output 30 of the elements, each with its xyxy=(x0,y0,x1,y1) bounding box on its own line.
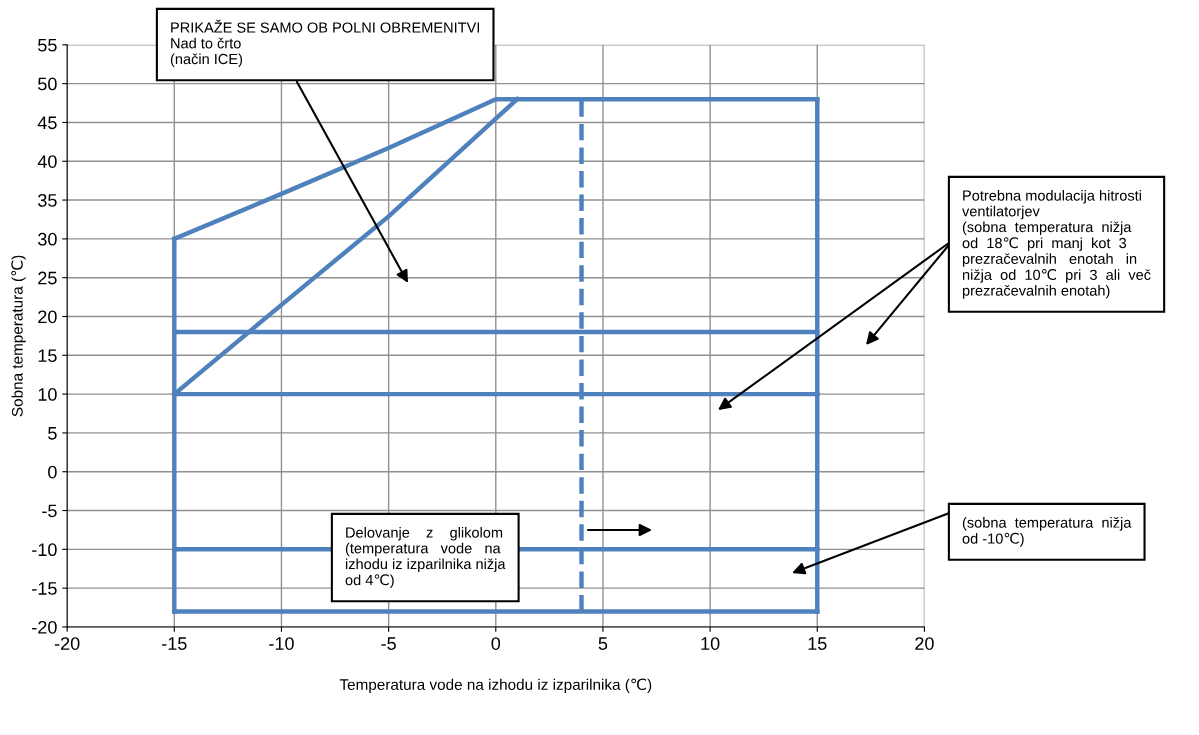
x-axis-title: Temperatura vode na izhodu iz izparilnika (℃) xyxy=(339,678,652,694)
x-tick-label: 0 xyxy=(491,637,501,650)
x-tick-label: -5 xyxy=(381,637,396,650)
y-tick-label: 15 xyxy=(38,349,57,363)
y-tick-label: 20 xyxy=(38,310,57,324)
x-tick-label: -15 xyxy=(162,637,187,650)
y-tick-label: 55 xyxy=(38,38,57,52)
x-tick-label: 10 xyxy=(701,637,720,650)
y-tick-label: 0 xyxy=(48,465,57,479)
y-tick-label: -5 xyxy=(42,504,57,518)
y-tick-label: 25 xyxy=(38,271,57,285)
x-tick-label: 15 xyxy=(808,637,827,650)
y-axis-title: Sobna temperatura (℃) xyxy=(11,255,26,417)
y-tick-label: 30 xyxy=(38,232,57,246)
y-tick-label: 45 xyxy=(37,116,57,130)
annotation: PRIKAŽE SE SAMO OB POLNI OBREMENITVI Nad to črto (način ICE) xyxy=(170,19,480,68)
x-tick-label: 20 xyxy=(915,637,934,650)
x-tick-label: -10 xyxy=(269,637,294,650)
x-tick-label: 5 xyxy=(598,637,608,650)
text: Potrebna modulacija hitrosti ventilatorjev (sobna temperatura nižja od 18℃ pri manj kot 3 prezračevalnih enotah in nižja od 10℃ pri 3 ali več prezračevalnih enotah) xyxy=(962,190,1151,299)
y-tick-label: 50 xyxy=(38,77,57,91)
y-tick-label: 40 xyxy=(37,155,57,168)
text: (sobna temperatura nižja od -10℃) xyxy=(962,517,1132,547)
y-tick-label: 35 xyxy=(38,194,57,207)
y-tick-label: 10 xyxy=(38,388,57,401)
y-tick-label: -20 xyxy=(32,620,57,634)
y-tick-label: -15 xyxy=(32,582,57,595)
annotation: Delovanje z glikolom (temperatura vode na izhodu iz izparilnika nižja od 4℃) xyxy=(345,527,506,589)
y-tick-label: 5 xyxy=(48,427,57,440)
y-tick-label: -10 xyxy=(32,543,57,557)
